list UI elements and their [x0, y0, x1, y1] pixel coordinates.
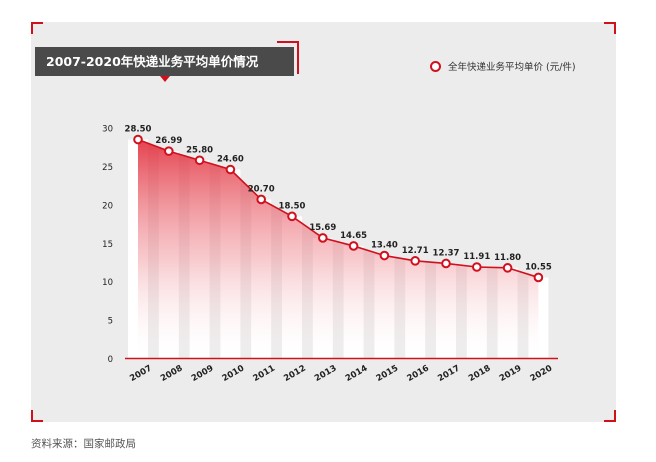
- x-tick-label: 2015: [375, 363, 401, 384]
- area-fill: [138, 139, 539, 359]
- x-tick-label: 2020: [529, 363, 555, 384]
- chart-title: 2007-2020年快递业务平均单价情况: [35, 47, 294, 76]
- title-pointer-icon: [160, 76, 170, 82]
- data-point: [287, 211, 297, 222]
- x-tick-label: 2019: [498, 363, 524, 384]
- x-tick-label: 2009: [190, 363, 216, 384]
- data-label: 18.50: [279, 201, 306, 211]
- data-label: 25.80: [186, 145, 213, 155]
- corner-mark-bottom-left: [31, 410, 43, 422]
- x-tick-label: 2008: [159, 363, 185, 384]
- data-point: [194, 155, 205, 166]
- x-tick-label: 2013: [313, 363, 339, 384]
- data-point: [502, 263, 513, 273]
- x-tick-label: 2016: [405, 363, 431, 384]
- x-tick-label: 2007: [128, 363, 154, 384]
- data-label: 11.80: [494, 253, 521, 263]
- y-tick-label: 30: [102, 125, 113, 135]
- x-tick-label: 2011: [251, 363, 277, 384]
- series-line: [137, 138, 539, 279]
- y-tick-label: 25: [102, 163, 113, 173]
- legend: 全年快递业务平均单价 (元/件): [430, 58, 576, 74]
- data-point: [225, 164, 236, 175]
- data-point: [133, 134, 143, 145]
- y-tick-label: 0: [108, 355, 113, 365]
- x-tick-label: 2018: [467, 363, 493, 384]
- data-point: [348, 241, 359, 251]
- data-point: [379, 250, 390, 261]
- x-tick-label: 2017: [436, 363, 462, 384]
- data-label: 15.69: [309, 223, 336, 233]
- corner-mark-bottom-right: [604, 410, 616, 422]
- source-note: 资料来源：国家邮政局: [31, 438, 136, 450]
- data-label: 12.71: [402, 246, 429, 256]
- data-label: 11.91: [463, 252, 490, 262]
- y-tick-label: 10: [102, 278, 113, 288]
- data-point: [533, 272, 544, 283]
- x-tick-label: 2014: [344, 363, 370, 384]
- data-label: 26.99: [155, 136, 182, 146]
- data-label: 24.60: [217, 154, 244, 164]
- corner-mark-top-right: [604, 22, 616, 34]
- data-point: [472, 262, 482, 272]
- y-tick-label: 5: [108, 317, 113, 327]
- x-tick-label: 2010: [221, 363, 247, 384]
- data-label: 14.65: [340, 231, 367, 241]
- data-label: 10.55: [525, 262, 552, 272]
- data-point: [410, 256, 421, 266]
- data-label: 20.70: [248, 184, 275, 194]
- corner-mark-top-left: [31, 22, 43, 34]
- data-label: 28.50: [125, 125, 152, 135]
- y-tick-label: 15: [102, 240, 113, 250]
- y-tick-label: 20: [102, 201, 113, 211]
- legend-circle-icon: [430, 60, 441, 72]
- title-accent-frame: [277, 41, 299, 74]
- data-label: 13.40: [371, 241, 398, 251]
- data-label: 12.37: [433, 248, 460, 258]
- data-point: [441, 258, 451, 269]
- legend-label: 全年快递业务平均单价 (元/件): [448, 62, 576, 73]
- data-point: [164, 146, 174, 156]
- data-point: [318, 233, 328, 243]
- x-tick-label: 2012: [282, 363, 308, 384]
- data-point: [256, 194, 267, 205]
